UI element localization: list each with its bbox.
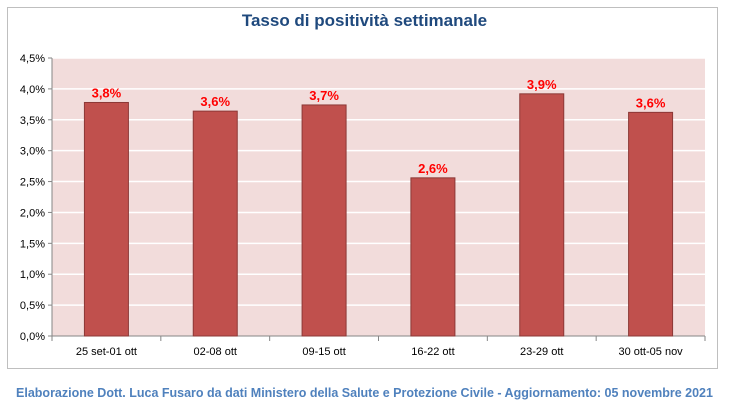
y-tick-label: 2,0% <box>20 207 45 219</box>
data-label: 2,6% <box>418 161 448 176</box>
y-tick-label: 4,5% <box>20 53 45 65</box>
x-tick-label: 09-15 ott <box>302 346 345 358</box>
bar <box>83 101 129 337</box>
bar-chart: 0,0% 0,5% 1,0% 1,5% 2,0% 2,5% 3,0% 3,5% 4,0% 4,5%… <box>20 53 706 358</box>
x-tick-label: 25 set-01 ott <box>76 346 137 358</box>
y-tick-label: 2,5% <box>20 177 45 189</box>
y-tick-label: 3,5% <box>20 115 45 127</box>
x-tick-label: 23-29 ott <box>520 346 563 358</box>
bar <box>519 93 565 337</box>
data-label: 3,9% <box>527 77 557 92</box>
y-tick-label: 1,0% <box>20 269 45 281</box>
x-tick-label: 16-22 ott <box>411 346 454 358</box>
data-label: 3,7% <box>309 88 339 103</box>
chart-title: Tasso di positività settimanale <box>241 11 488 30</box>
y-tick-label: 1,5% <box>20 238 45 250</box>
y-tick-label: 0,0% <box>20 331 45 343</box>
bar <box>192 110 238 337</box>
y-tick-label: 4,0% <box>20 84 45 96</box>
plot-area <box>52 58 705 336</box>
bar <box>628 111 674 337</box>
data-label: 3,6% <box>636 95 666 110</box>
data-label: 3,8% <box>92 85 122 100</box>
bar <box>301 104 347 337</box>
y-tick-label: 0,5% <box>20 300 45 312</box>
y-tick-label: 3,0% <box>20 146 45 158</box>
x-tick-label: 02-08 ott <box>194 346 237 358</box>
x-tick-label: 30 ott-05 nov <box>618 346 683 358</box>
bar <box>410 177 456 337</box>
data-label: 3,6% <box>200 94 230 109</box>
footer-note: Elaborazione Dott. Luca Fusaro da dati M… <box>16 386 713 400</box>
